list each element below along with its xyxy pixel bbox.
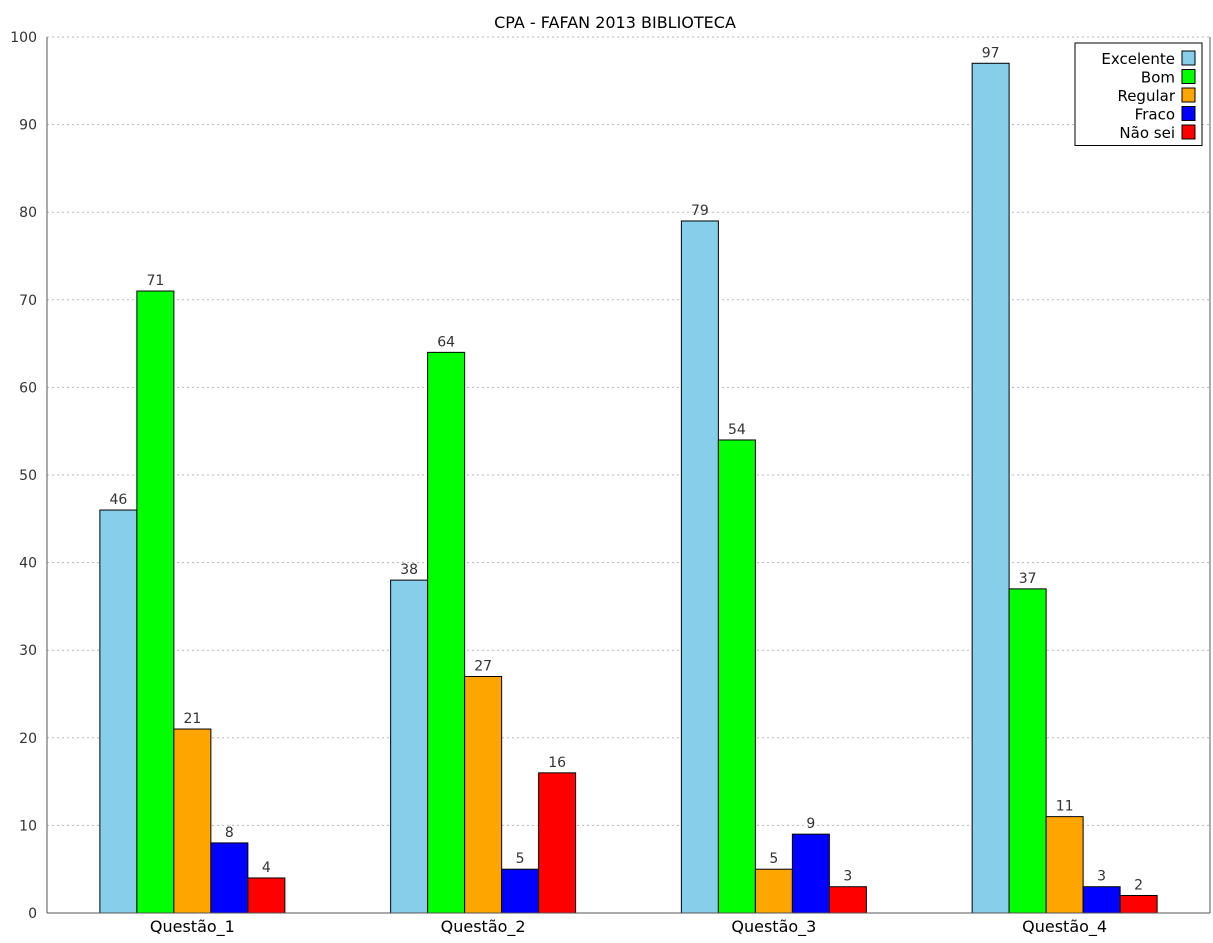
data-label: 97: [982, 45, 1000, 61]
legend-label: Fraco: [1135, 106, 1175, 124]
bar-2-2: [754, 868, 793, 914]
y-tick-label: 50: [19, 468, 37, 484]
y-tick-label: 80: [19, 205, 37, 221]
legend-swatch: [1181, 69, 1196, 84]
data-label: 2: [1134, 877, 1143, 893]
data-label: 71: [146, 273, 164, 289]
x-category-label: Questão_2: [441, 917, 526, 937]
y-axis: 0 10 20 30 40 50 60 70 80 90 100: [10, 30, 37, 922]
legend-swatch: [1181, 50, 1196, 66]
bar-0-2: [173, 728, 212, 914]
bar-2-3: [791, 833, 830, 914]
data-label: 5: [516, 851, 525, 867]
bar-2-1: [717, 439, 756, 914]
y-tick-label: 0: [28, 906, 37, 922]
bar-1-3: [501, 868, 540, 914]
data-label: 38: [400, 562, 418, 578]
y-tick-label: 100: [10, 30, 37, 46]
data-label: 4: [262, 860, 271, 876]
data-label: 64: [437, 334, 455, 350]
grid-lines: [47, 36, 1210, 826]
data-labels: 46 71 21 8 4 38 64 27 5 16 79 54 5 9 3 97 37 11 3 2: [109, 45, 1143, 893]
data-label: 46: [109, 492, 127, 508]
bar-0-0: [99, 509, 138, 914]
y-tick-label: 20: [19, 731, 37, 747]
y-tick-label: 40: [19, 556, 37, 572]
bar-1-2: [464, 675, 503, 914]
bar-1-1: [427, 351, 466, 914]
x-category-label: Questão_1: [150, 917, 235, 937]
bar-3-2: [1045, 816, 1084, 914]
x-axis: Questão_1 Questão_2 Questão_3 Questão_4: [150, 917, 1107, 937]
data-label: 3: [1097, 869, 1106, 885]
bar-0-3: [210, 842, 249, 914]
bar-3-4: [1119, 894, 1158, 914]
legend-box: [1074, 42, 1203, 146]
bar-2-4: [828, 886, 867, 914]
bar-1-4: [538, 772, 577, 914]
y-tick-label: 60: [19, 380, 37, 396]
legend-swatch: [1181, 87, 1196, 103]
data-label: 5: [769, 851, 778, 867]
legend-label: Regular: [1117, 87, 1175, 105]
bar-1-0: [390, 579, 429, 914]
data-label: 79: [691, 203, 709, 219]
chart-title: CPA - FAFAN 2013 BIBLIOTECA: [494, 13, 736, 32]
bars: [99, 62, 1158, 914]
legend-label: Bom: [1141, 69, 1175, 87]
plot-frame: [46, 37, 1211, 914]
data-label: 16: [548, 755, 566, 771]
y-tick-label: 70: [19, 293, 37, 309]
legend-label: Excelente: [1101, 50, 1175, 68]
data-label: 21: [183, 711, 201, 727]
x-category-label: Questão_4: [1022, 917, 1107, 937]
data-label: 54: [728, 422, 746, 438]
bar-3-1: [1008, 588, 1047, 914]
y-tick-label: 90: [19, 118, 37, 134]
data-label: 27: [474, 658, 492, 674]
y-tick-label: 30: [19, 643, 37, 659]
legend-label: Não sei: [1119, 124, 1175, 142]
y-tick-label: 10: [19, 818, 37, 834]
data-label: 8: [225, 825, 234, 841]
data-label: 9: [806, 816, 815, 832]
data-label: 37: [1019, 571, 1037, 587]
bar-2-0: [680, 220, 719, 914]
legend-swatch: [1181, 106, 1196, 121]
bar-0-4: [247, 877, 286, 914]
data-label: 11: [1056, 799, 1074, 815]
bar-3-0: [971, 62, 1010, 914]
data-label: 3: [843, 869, 852, 885]
bar-3-3: [1082, 886, 1121, 914]
bar-0-1: [136, 290, 175, 914]
x-category-label: Questão_3: [731, 917, 816, 937]
legend-swatch: [1181, 124, 1196, 140]
